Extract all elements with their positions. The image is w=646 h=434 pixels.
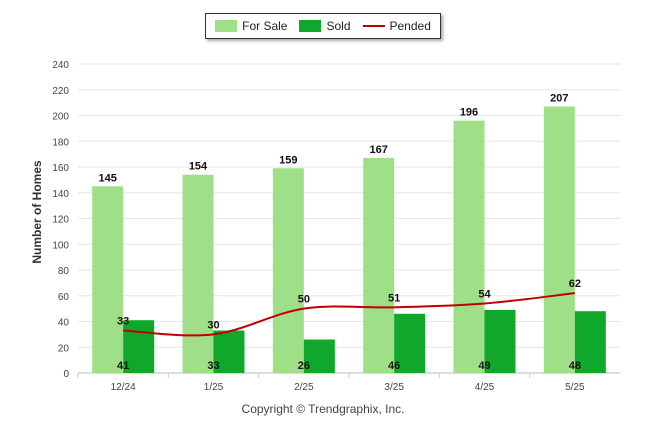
data-labels: 145 41 154 33 159 26 167 46 196 49 207 48 33 30 50 51 54… [98, 92, 580, 372]
data-label-pended: 30 [207, 319, 219, 331]
x-tick-label: 3/25 [384, 382, 404, 393]
data-label-sold: 48 [569, 360, 581, 372]
legend-item-for-sale[interactable]: For Sale [215, 19, 287, 33]
y-tick-label: 160 [52, 163, 69, 174]
bar-sold [213, 330, 245, 373]
grid-lines [78, 63, 620, 374]
legend-label-pended: Pended [389, 19, 431, 33]
data-label-for-sale: 154 [189, 161, 208, 173]
y-tick-label: 40 [58, 318, 70, 329]
bar-sold [484, 309, 516, 373]
data-label-pended: 62 [569, 278, 581, 290]
bar-for-sale [272, 168, 304, 373]
bar-for-sale [453, 120, 485, 374]
bar-sold [394, 313, 426, 373]
data-label-for-sale: 196 [460, 107, 478, 119]
data-label-pended: 54 [478, 288, 491, 300]
data-label-sold: 49 [478, 360, 490, 372]
data-label-sold: 41 [117, 360, 129, 372]
bar-for-sale [182, 174, 214, 373]
y-tick-label: 0 [63, 369, 69, 380]
x-tick-label: 5/25 [565, 382, 585, 393]
data-label-sold: 46 [388, 360, 400, 372]
legend-item-sold[interactable]: Sold [299, 19, 351, 33]
bar-sold [123, 320, 155, 373]
bar-for-sale [363, 157, 395, 373]
legend-item-pended[interactable]: Pended [362, 19, 431, 33]
legend-swatch-for-sale [215, 20, 238, 32]
bar-sold [574, 311, 606, 373]
y-tick-label: 240 [52, 60, 69, 71]
bars [92, 106, 606, 374]
y-tick-label: 100 [52, 240, 69, 251]
legend-swatch-sold [299, 20, 322, 32]
x-tick-label: 12/24 [111, 382, 136, 393]
y-tick-label: 200 [52, 112, 69, 123]
data-label-for-sale: 207 [550, 92, 568, 104]
pended-line [123, 292, 575, 337]
x-tick-label: 1/25 [204, 382, 224, 393]
pended-line-layer [123, 292, 575, 337]
y-tick-label: 60 [58, 292, 70, 303]
y-tick-label: 220 [52, 86, 69, 97]
chart-legend: For Sale Sold Pended [205, 13, 441, 39]
data-label-for-sale: 145 [98, 172, 116, 184]
x-tick-label: 2/25 [294, 382, 314, 393]
y-axis-ticks: 0 20 40 60 80 100 120 140 160 180 200 220 240 [52, 60, 69, 380]
legend-swatch-pended [362, 25, 385, 27]
copyright-text: Copyright © Trendgraphix, Inc. [241, 402, 405, 416]
y-tick-label: 140 [52, 189, 69, 200]
y-tick-label: 20 [58, 343, 70, 354]
y-tick-label: 80 [58, 266, 70, 277]
y-tick-label: 180 [52, 137, 69, 148]
data-label-pended: 50 [298, 294, 310, 306]
x-tick-label: 4/25 [475, 382, 495, 393]
y-axis-title: Number of Homes [30, 160, 44, 264]
data-label-sold: 26 [298, 360, 310, 372]
data-label-for-sale: 159 [279, 154, 297, 166]
data-label-pended: 33 [117, 316, 129, 328]
data-label-sold: 33 [207, 360, 219, 372]
data-label-pended: 51 [388, 292, 400, 304]
bar-for-sale [543, 106, 575, 374]
bar-sold [303, 339, 335, 373]
legend-label-for-sale: For Sale [242, 19, 288, 33]
data-label-for-sale: 167 [369, 144, 387, 156]
y-tick-label: 120 [52, 215, 69, 226]
x-axis-ticks: 12/24 1/25 2/25 3/25 4/25 5/25 [77, 373, 585, 393]
bar-for-sale [92, 186, 124, 373]
legend-label-sold: Sold [326, 19, 351, 33]
